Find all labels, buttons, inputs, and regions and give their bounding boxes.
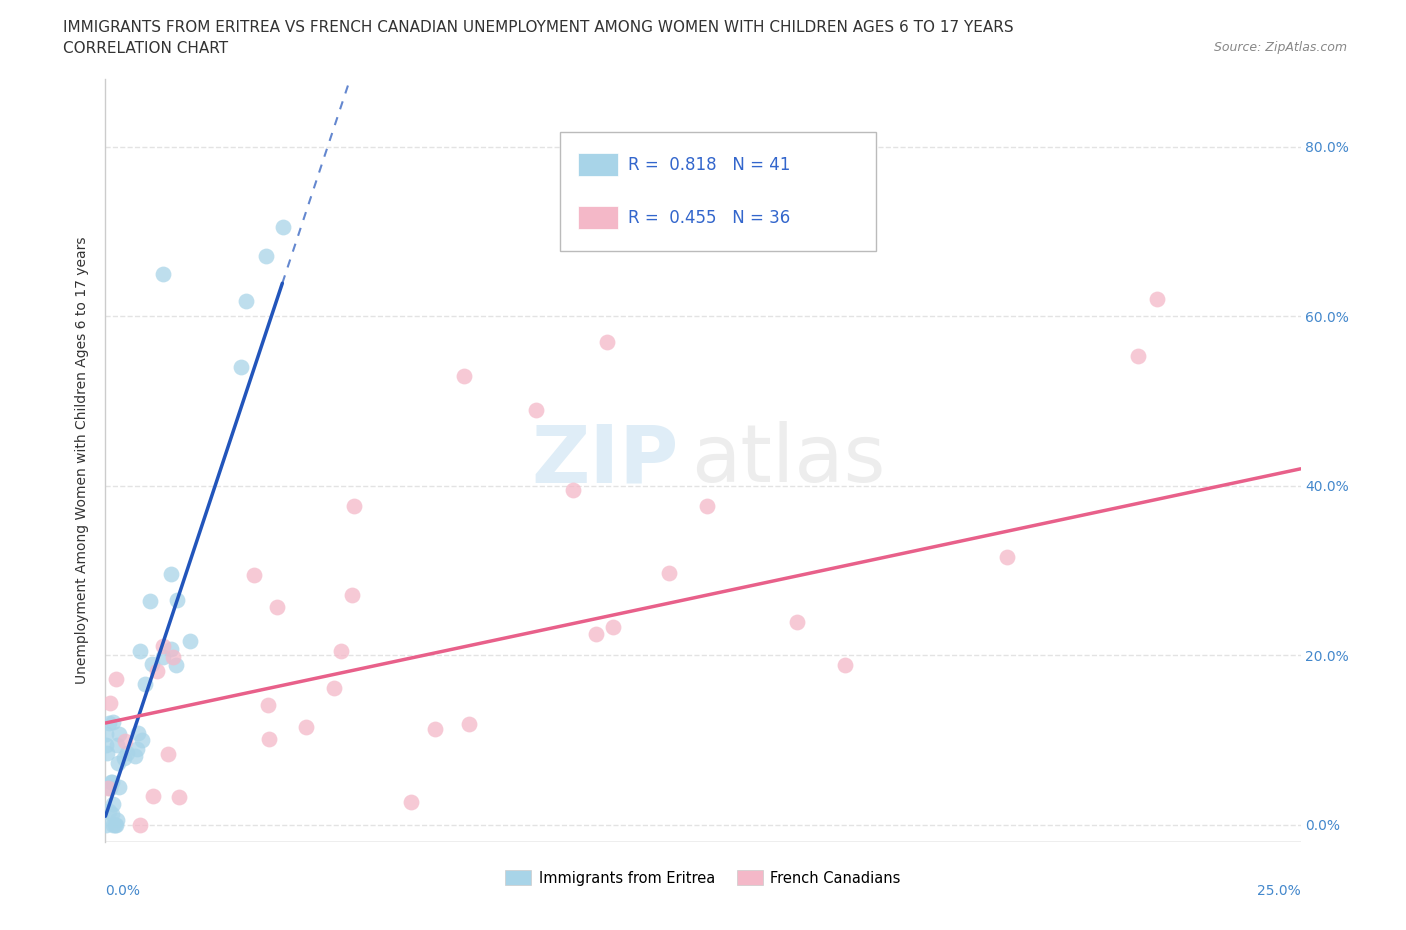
Text: Source: ZipAtlas.com: Source: ZipAtlas.com — [1213, 41, 1347, 54]
Point — [100, 775, 122, 790]
Point — [128, 817, 150, 832]
Point — [458, 716, 481, 731]
Point — [152, 649, 174, 664]
Point — [101, 714, 124, 729]
Point — [266, 599, 288, 614]
Point — [96, 737, 118, 752]
Point — [105, 813, 128, 828]
Point — [596, 334, 619, 349]
Point — [423, 722, 446, 737]
Text: atlas: atlas — [692, 421, 886, 499]
Point — [94, 817, 117, 832]
Point — [159, 566, 181, 581]
Point — [97, 781, 120, 796]
Point — [134, 676, 156, 691]
Point — [131, 733, 153, 748]
Point — [399, 794, 422, 809]
Point — [786, 615, 808, 630]
Text: CORRELATION CHART: CORRELATION CHART — [63, 41, 228, 56]
Point — [235, 293, 257, 308]
Point — [105, 672, 128, 687]
Point — [98, 715, 121, 730]
Point — [256, 698, 278, 712]
Point — [152, 267, 174, 282]
Point — [162, 649, 184, 664]
Point — [100, 806, 122, 821]
Point — [107, 727, 129, 742]
Point — [329, 644, 352, 658]
Point — [271, 219, 294, 234]
Point — [101, 775, 124, 790]
Point — [124, 749, 146, 764]
Point — [322, 680, 344, 695]
Point — [142, 789, 165, 804]
Point — [340, 588, 363, 603]
Text: IMMIGRANTS FROM ERITREA VS FRENCH CANADIAN UNEMPLOYMENT AMONG WOMEN WITH CHILDRE: IMMIGRANTS FROM ERITREA VS FRENCH CANADI… — [63, 20, 1014, 35]
Point — [696, 498, 718, 513]
Point — [152, 639, 174, 654]
Text: ZIP: ZIP — [531, 421, 679, 499]
Point — [1146, 292, 1168, 307]
Point — [229, 359, 252, 374]
Point — [128, 644, 150, 658]
Point — [112, 751, 135, 765]
Text: 0.0%: 0.0% — [105, 884, 141, 897]
Point — [117, 745, 139, 760]
Point — [104, 817, 127, 832]
Point — [160, 642, 183, 657]
Point — [97, 804, 120, 818]
Text: 25.0%: 25.0% — [1257, 884, 1301, 897]
Point — [602, 620, 624, 635]
Point — [146, 663, 169, 678]
Point — [166, 592, 188, 607]
Point — [114, 734, 136, 749]
FancyBboxPatch shape — [560, 132, 876, 250]
Point — [127, 742, 149, 757]
Point — [108, 780, 131, 795]
Point — [141, 657, 163, 671]
Point — [562, 482, 585, 497]
Point — [98, 781, 121, 796]
Point — [243, 567, 266, 582]
Point — [658, 565, 681, 580]
Point — [101, 797, 124, 812]
Point — [453, 368, 475, 383]
Point — [995, 550, 1018, 565]
Point — [524, 402, 547, 417]
Point — [127, 725, 149, 740]
Y-axis label: Unemployment Among Women with Children Ages 6 to 17 years: Unemployment Among Women with Children A… — [76, 236, 90, 684]
Legend: Immigrants from Eritrea, French Canadians: Immigrants from Eritrea, French Canadian… — [499, 865, 907, 892]
Point — [107, 756, 129, 771]
Point — [167, 790, 190, 804]
Point — [104, 817, 127, 832]
Point — [101, 817, 124, 832]
Point — [343, 498, 366, 513]
Point — [139, 593, 162, 608]
Point — [105, 737, 128, 752]
Point — [295, 719, 318, 734]
Point — [257, 731, 280, 746]
Text: R =  0.818   N = 41: R = 0.818 N = 41 — [627, 156, 790, 174]
Point — [165, 658, 187, 672]
Point — [254, 248, 277, 263]
Point — [157, 747, 180, 762]
FancyBboxPatch shape — [578, 206, 619, 229]
FancyBboxPatch shape — [578, 153, 619, 176]
Point — [100, 696, 122, 711]
Text: R =  0.455   N = 36: R = 0.455 N = 36 — [627, 209, 790, 227]
Point — [834, 658, 856, 673]
Point — [179, 633, 201, 648]
Point — [96, 746, 118, 761]
Point — [1128, 349, 1150, 364]
Point — [585, 627, 607, 642]
Point — [96, 727, 118, 742]
